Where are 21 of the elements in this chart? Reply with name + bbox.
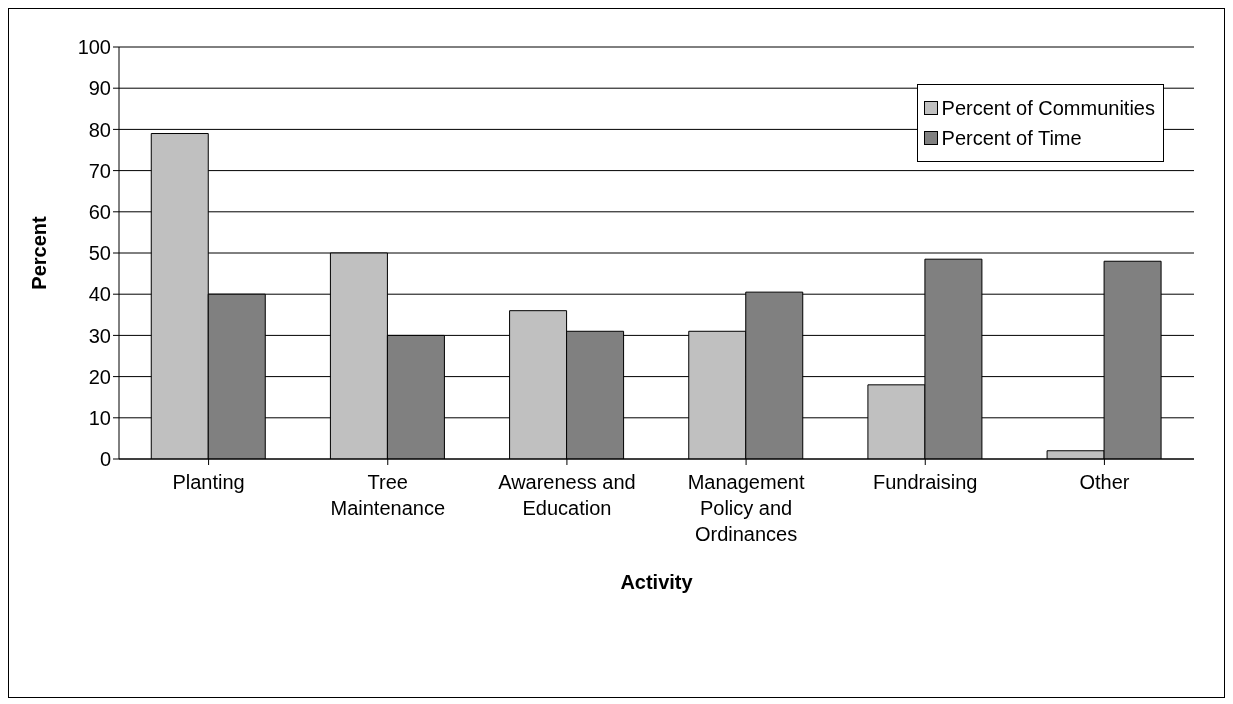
y-tick-label: 80: [88, 118, 111, 141]
legend-label: Percent of Time: [941, 126, 1082, 151]
x-tick-label: Tree Maintenance: [330, 471, 446, 519]
y-tick-label: 50: [88, 242, 111, 265]
y-tick-label: 60: [88, 200, 111, 223]
legend-label: Percent of Communities: [941, 96, 1155, 121]
y-tick-label: 30: [88, 324, 111, 347]
y-tick-label: 100: [77, 36, 111, 59]
x-axis-title: Activity: [620, 571, 694, 593]
x-tick-label: Other: [1079, 471, 1130, 493]
x-tick-label: Planting: [172, 471, 245, 493]
y-tick-label: 90: [88, 77, 111, 100]
y-tick-label: 10: [88, 406, 111, 429]
x-tick-label: Awareness and Education: [498, 471, 636, 519]
x-tick-label: Management Policy and Ordinances: [687, 471, 805, 545]
y-tick-label: 70: [88, 159, 111, 182]
x-tick-label: Fundraising: [872, 471, 978, 493]
y-axis-title: Percent: [28, 215, 51, 290]
y-tick-label: 40: [88, 283, 111, 306]
y-tick-label: 0: [99, 448, 111, 471]
y-tick-label: 20: [88, 365, 111, 388]
